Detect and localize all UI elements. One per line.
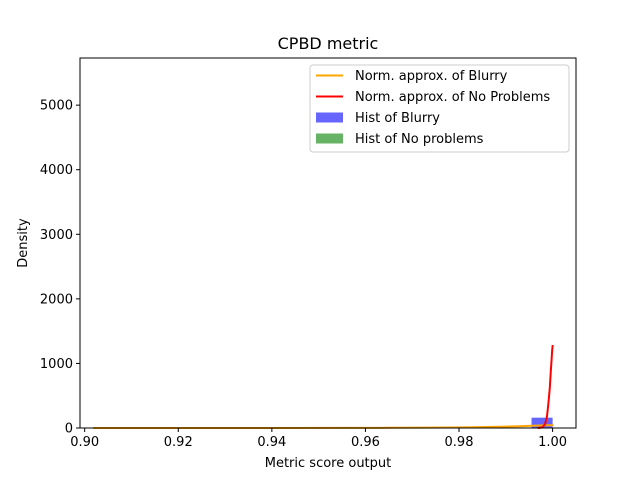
y-axis-ticks: 0 1000 2000 3000 4000 5000 xyxy=(40,99,80,437)
legend: Norm. approx. of Blurry Norm. approx. of … xyxy=(309,64,570,153)
legend-label: Norm. approx. of No Problems xyxy=(355,90,550,105)
x-tick-label: 1.00 xyxy=(538,435,567,450)
legend-frame xyxy=(309,64,570,153)
legend-swatch xyxy=(316,133,343,144)
y-tick-label: 3000 xyxy=(40,228,73,243)
plot-area xyxy=(79,57,577,430)
legend-label: Norm. approx. of Blurry xyxy=(355,69,508,84)
y-tick-label: 1000 xyxy=(40,357,73,372)
axes-frame xyxy=(79,57,577,429)
y-tick-label: 5000 xyxy=(40,99,73,114)
y-axis-label: Density xyxy=(16,218,31,268)
x-axis-ticks: 0.90 0.92 0.94 0.96 0.98 1.00 xyxy=(70,428,567,450)
legend-swatch xyxy=(316,112,343,123)
x-tick-label: 0.98 xyxy=(445,435,474,450)
legend-label: Hist of Blurry xyxy=(355,111,440,126)
x-tick-label: 0.94 xyxy=(257,435,286,450)
chart-title: CPBD metric xyxy=(278,34,379,53)
density-line-1 xyxy=(537,344,554,430)
legend-label: Hist of No problems xyxy=(355,132,484,147)
x-axis-label: Metric score output xyxy=(265,456,392,471)
x-tick-label: 0.92 xyxy=(164,435,193,450)
y-tick-label: 2000 xyxy=(40,292,73,307)
x-tick-label: 0.90 xyxy=(70,435,99,450)
y-tick-label: 4000 xyxy=(40,163,73,178)
y-tick-label: 0 xyxy=(65,422,73,437)
hist-bar-2 xyxy=(531,417,553,428)
x-tick-label: 0.96 xyxy=(351,435,380,450)
